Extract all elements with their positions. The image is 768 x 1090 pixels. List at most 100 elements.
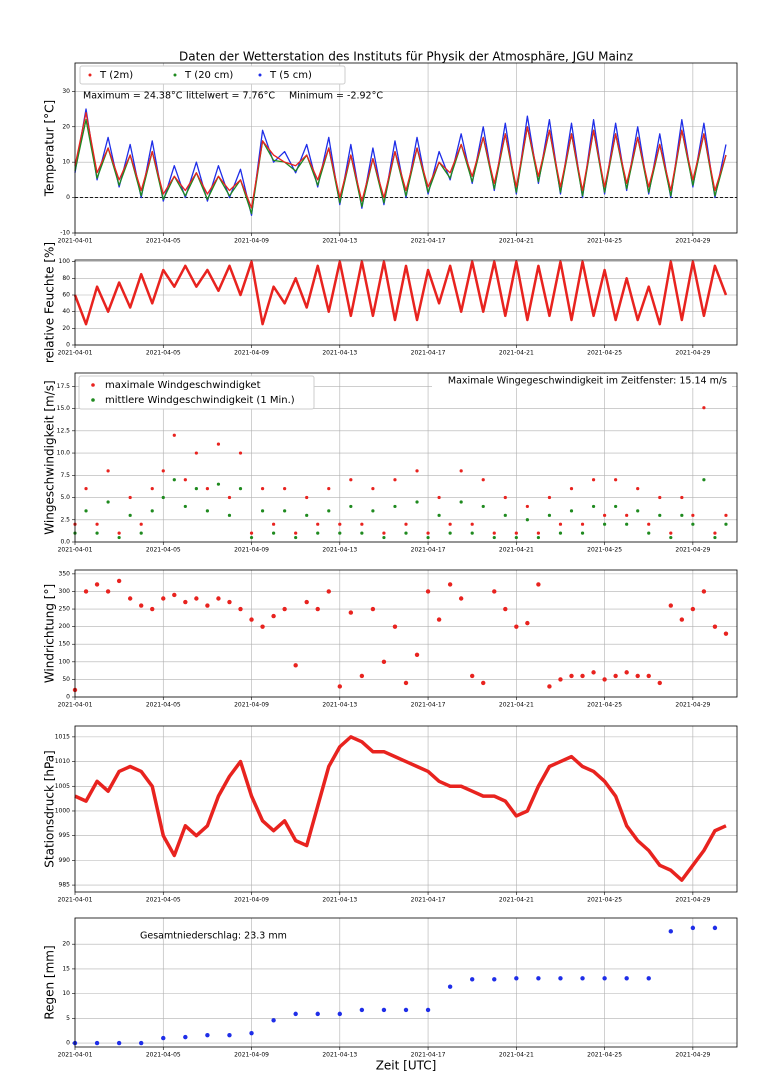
data-point xyxy=(470,531,474,535)
y-tick-label: 1000 xyxy=(55,807,70,814)
data-point xyxy=(294,535,298,540)
y-tick-label: 20 xyxy=(62,123,70,130)
data-point xyxy=(614,504,618,509)
annotation: Maximum = 24.38°C xyxy=(83,91,183,102)
x-tick-label: 2021-04-17 xyxy=(411,547,446,554)
data-point xyxy=(338,531,342,535)
data-point xyxy=(525,620,530,626)
data-point xyxy=(437,513,441,517)
data-point xyxy=(580,522,585,526)
y-axis-label: Wingeschwindigkeit [m/s] xyxy=(43,380,57,534)
legend-marker xyxy=(173,73,177,77)
data-point xyxy=(183,1034,188,1040)
data-point xyxy=(183,478,187,482)
legend-label: T (20 cm) xyxy=(184,70,233,81)
data-point xyxy=(216,596,221,601)
y-tick-label: 0 xyxy=(66,342,70,349)
data-point xyxy=(646,673,651,679)
x-tick-label: 2021-04-21 xyxy=(499,547,534,554)
y-tick-label: 50 xyxy=(62,676,70,683)
data-point xyxy=(470,522,474,526)
x-tick-label: 2021-04-29 xyxy=(675,1052,710,1059)
data-point xyxy=(183,599,188,605)
y-tick-label: 0.0 xyxy=(60,539,70,546)
y-tick-label: 40 xyxy=(62,308,70,315)
data-point xyxy=(371,509,375,513)
x-tick-label: 2021-04-05 xyxy=(146,897,181,904)
x-tick-label: 2021-04-17 xyxy=(411,897,446,904)
y-tick-label: 1015 xyxy=(55,733,70,740)
y-tick-label: 300 xyxy=(59,588,71,595)
data-point xyxy=(227,495,232,500)
data-point xyxy=(447,984,453,989)
data-point xyxy=(139,603,144,608)
data-point xyxy=(580,531,585,535)
data-point xyxy=(172,478,176,482)
data-point xyxy=(315,1011,320,1017)
data-point xyxy=(525,518,529,522)
data-point xyxy=(646,976,651,981)
data-point xyxy=(569,509,574,513)
y-tick-label: 100 xyxy=(59,258,71,265)
data-point xyxy=(723,631,729,636)
data-point xyxy=(83,589,89,594)
data-point xyxy=(458,596,464,601)
y-tick-label: -10 xyxy=(60,230,70,237)
data-point xyxy=(680,513,684,517)
y-tick-label: 1005 xyxy=(55,783,70,790)
data-point xyxy=(349,504,353,509)
x-tick-label: 2021-04-25 xyxy=(587,897,622,904)
data-point xyxy=(150,509,154,513)
legend-label: maximale Windgeschwindigket xyxy=(105,380,261,391)
data-point xyxy=(315,606,320,612)
data-point xyxy=(558,522,563,526)
data-point xyxy=(636,509,640,513)
x-tick-label: 2021-04-09 xyxy=(234,897,269,904)
data-point xyxy=(403,680,409,686)
data-point xyxy=(272,531,276,535)
data-point xyxy=(668,603,673,608)
data-point xyxy=(447,582,453,587)
data-point xyxy=(293,1011,298,1017)
data-point xyxy=(392,624,398,629)
y-tick-label: 10 xyxy=(62,990,70,997)
data-point xyxy=(150,487,154,491)
plot-frame xyxy=(74,725,738,893)
x-tick-label: 2021-04-01 xyxy=(58,238,93,245)
x-tick-label: 2021-04-25 xyxy=(587,702,622,709)
data-point xyxy=(271,613,276,619)
data-point xyxy=(337,684,342,689)
plot-frame xyxy=(74,372,738,543)
data-point xyxy=(349,478,353,482)
data-point xyxy=(216,442,221,446)
data-point xyxy=(701,589,707,594)
data-point xyxy=(316,522,320,526)
data-point xyxy=(205,487,209,491)
annotation-box xyxy=(432,374,732,388)
data-point xyxy=(481,680,486,686)
data-point xyxy=(139,1040,144,1046)
x-tick-label: 2021-04-09 xyxy=(234,702,269,709)
data-point xyxy=(580,673,585,679)
data-point xyxy=(172,592,177,598)
data-point xyxy=(116,1040,122,1046)
data-point xyxy=(393,478,397,482)
data-point xyxy=(492,535,496,540)
legend-marker xyxy=(88,73,92,77)
y-tick-label: 0 xyxy=(66,194,70,201)
data-point xyxy=(437,495,441,500)
data-point xyxy=(525,504,529,509)
data-point xyxy=(481,478,485,482)
data-point xyxy=(547,513,552,517)
data-point xyxy=(194,451,198,455)
data-point xyxy=(116,578,122,584)
x-tick-label: 2021-04-13 xyxy=(322,1052,357,1059)
data-point xyxy=(194,487,198,491)
data-point xyxy=(139,531,143,535)
data-point xyxy=(172,433,176,437)
data-point xyxy=(514,535,518,540)
legend-label: T (2m) xyxy=(99,70,133,81)
x-tick-label: 2021-04-21 xyxy=(499,350,534,357)
data-point xyxy=(227,1032,232,1038)
